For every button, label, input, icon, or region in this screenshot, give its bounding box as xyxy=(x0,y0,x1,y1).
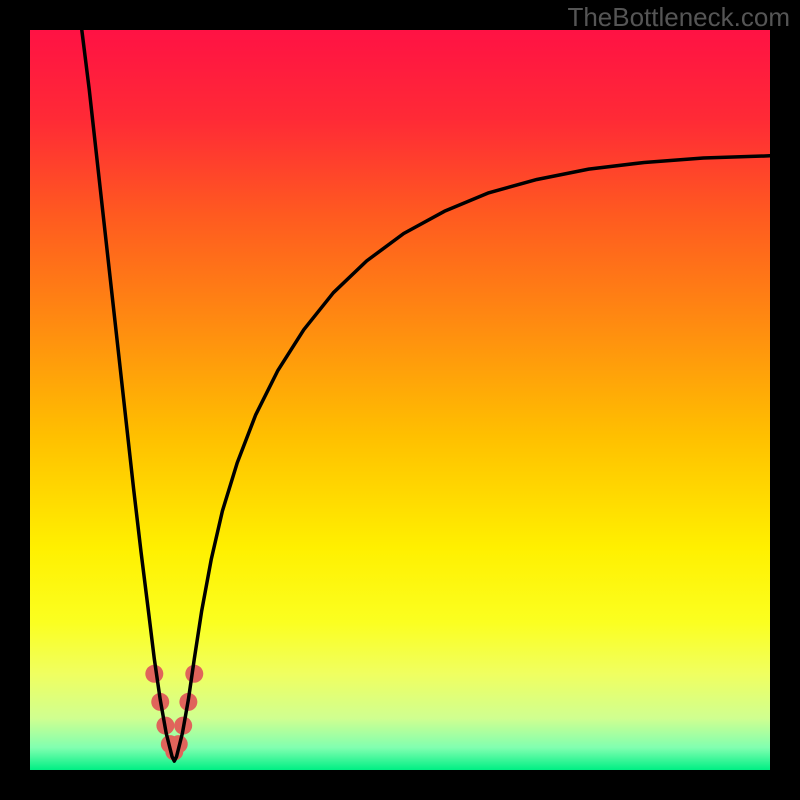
bottleneck-chart xyxy=(0,0,800,800)
watermark-label: TheBottleneck.com xyxy=(567,2,790,33)
plot-area xyxy=(30,30,770,770)
chart-container: TheBottleneck.com xyxy=(0,0,800,800)
